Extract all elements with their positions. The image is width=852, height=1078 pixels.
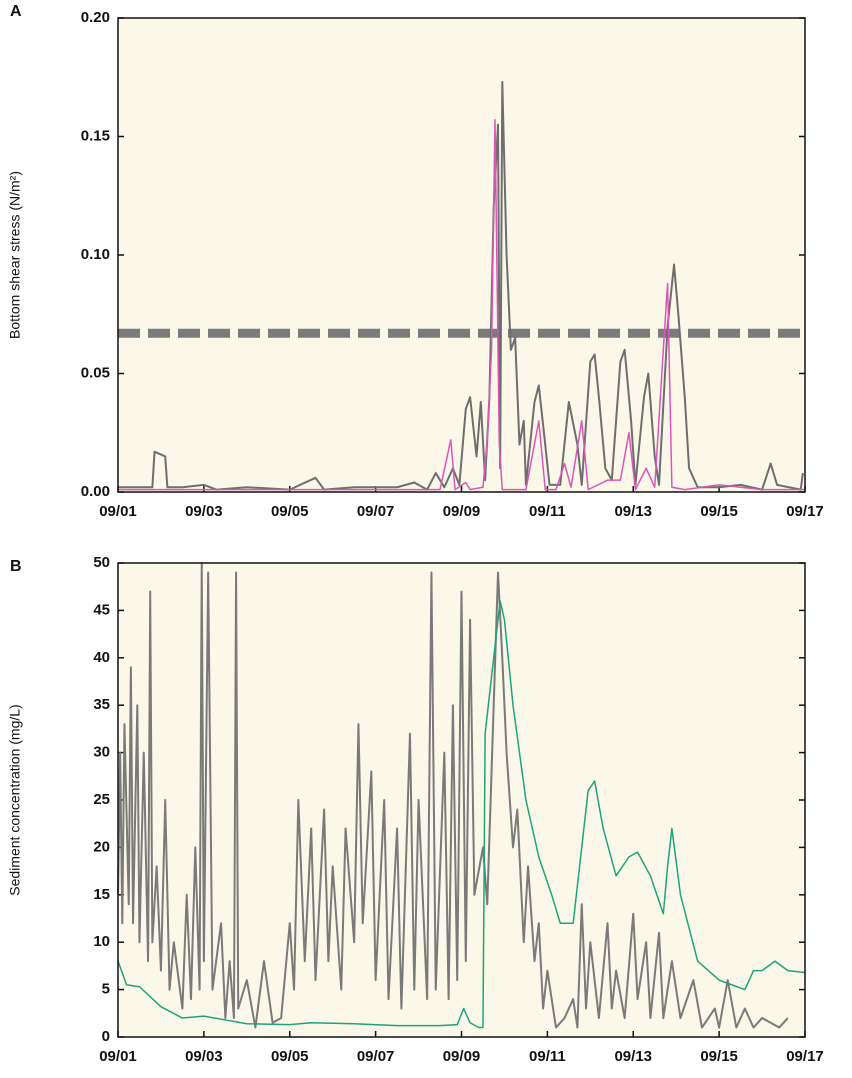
panel-label: A (10, 3, 22, 20)
y-tick-label: 30 (93, 744, 110, 761)
data-line (117, 600, 806, 1029)
x-tick-label: 09/13 (614, 503, 652, 520)
y-tick-label: 10 (93, 933, 110, 950)
x-tick-label: 09/05 (271, 503, 309, 520)
y-tick-label: 0.15 (81, 127, 110, 144)
x-tick-label: 09/01 (99, 503, 137, 520)
y-tick-label: 50 (93, 554, 110, 571)
y-tick-label: 0.00 (81, 483, 110, 500)
x-tick-label: 09/07 (357, 503, 395, 520)
y-tick-label: 0.05 (81, 364, 110, 381)
y-tick-label: 35 (93, 696, 110, 713)
x-tick-label: 09/13 (614, 1048, 652, 1065)
plot-area (118, 18, 805, 492)
y-tick-label: 0 (102, 1028, 110, 1045)
x-tick-label: 09/09 (443, 503, 481, 520)
x-tick-label: 09/17 (786, 503, 824, 520)
y-axis-label: Bottom shear stress (N/m²) (7, 171, 23, 339)
y-tick-label: 0.10 (81, 246, 110, 263)
x-tick-label: 09/15 (700, 1048, 738, 1065)
x-tick-label: 09/03 (185, 503, 223, 520)
x-tick-label: 09/11 (529, 503, 566, 520)
y-tick-label: 40 (93, 649, 110, 666)
x-tick-label: 09/15 (700, 503, 738, 520)
panel-label: B (10, 558, 22, 575)
y-tick-label: 20 (93, 838, 110, 855)
y-tick-label: 0.20 (81, 9, 110, 26)
x-tick-label: 09/09 (443, 1048, 481, 1065)
x-tick-label: 09/11 (529, 1048, 566, 1065)
x-tick-label: 09/17 (786, 1048, 824, 1065)
y-tick-label: 5 (102, 981, 110, 998)
plot-frame (117, 17, 806, 493)
y-tick-label: 45 (93, 601, 110, 618)
plot-frame (117, 562, 806, 1038)
x-tick-label: 09/07 (357, 1048, 395, 1065)
y-tick-label: 15 (93, 886, 110, 903)
y-axis-label: Sediment concentration (mg/L) (7, 704, 23, 895)
data-line (118, 119, 805, 491)
data-line (118, 80, 804, 491)
y-tick-label: 25 (93, 791, 110, 808)
x-tick-label: 09/03 (185, 1048, 223, 1065)
x-tick-label: 09/05 (271, 1048, 309, 1065)
x-tick-label: 09/01 (99, 1048, 137, 1065)
data-line (117, 562, 789, 1029)
